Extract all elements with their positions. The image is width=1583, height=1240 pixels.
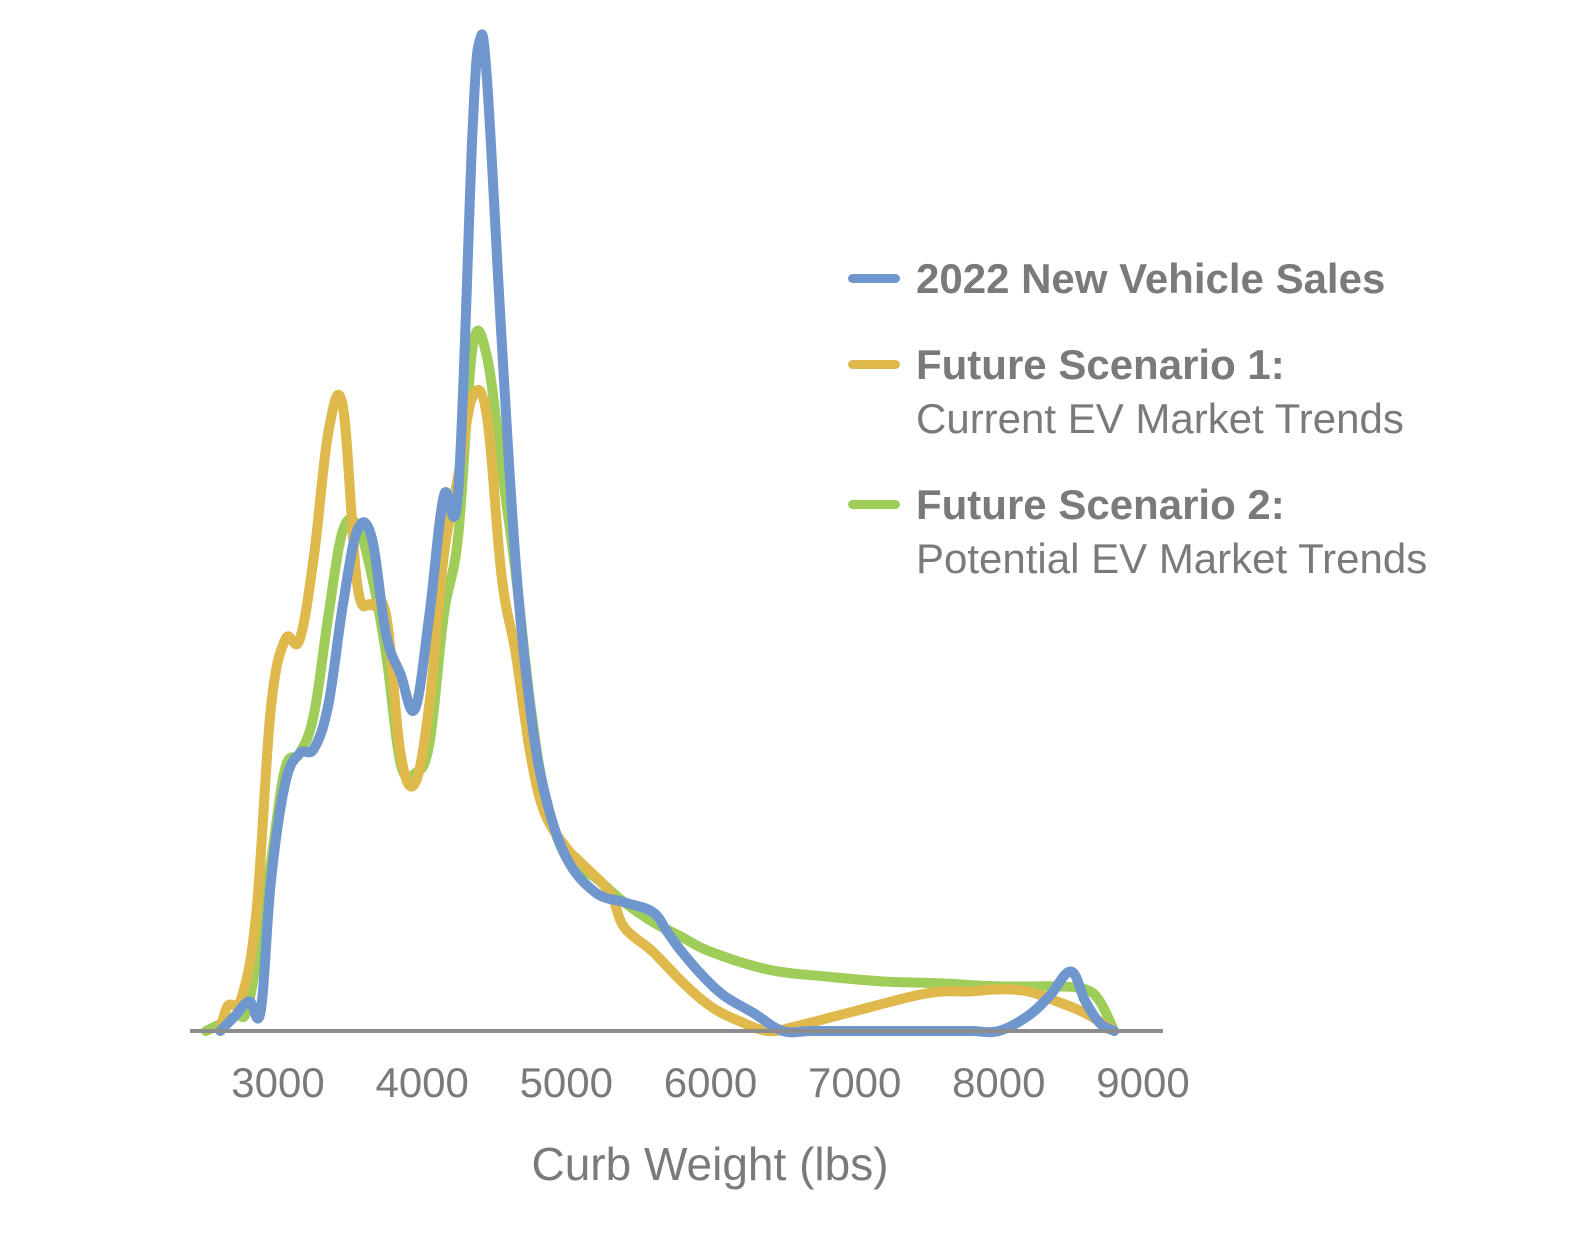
- x-tick-label: 9000: [1096, 1059, 1189, 1106]
- legend-swatch-green: [848, 500, 900, 509]
- x-tick-label: 4000: [375, 1059, 468, 1106]
- legend-sublabel: Current EV Market Trends: [916, 395, 1404, 442]
- series-line-scenario-2: [200, 325, 1120, 1036]
- x-tick-label: 7000: [808, 1059, 901, 1106]
- x-axis-title: Curb Weight (lbs): [531, 1138, 888, 1190]
- legend-item-scenario-1[interactable]: Future Scenario 1: Current EV Market Tre…: [848, 338, 1568, 446]
- legend-label: 2022 New Vehicle Sales: [916, 255, 1386, 302]
- legend-item-scenario-2[interactable]: Future Scenario 2: Potential EV Market T…: [848, 478, 1568, 586]
- series-line-scenario-1: [215, 384, 1120, 1037]
- x-tick-label: 5000: [520, 1059, 613, 1106]
- legend-sublabel: Potential EV Market Trends: [916, 535, 1428, 582]
- legend-swatch-blue: [848, 274, 900, 283]
- legend-label: Future Scenario 2:: [916, 481, 1285, 528]
- x-tick-label: 6000: [664, 1059, 757, 1106]
- legend-swatch-yellow: [848, 360, 900, 369]
- x-tick-label: 8000: [952, 1059, 1045, 1106]
- x-tick-label: 3000: [231, 1059, 324, 1106]
- legend-label: Future Scenario 1:: [916, 341, 1285, 388]
- x-tick-labels: 3000 4000 5000 6000 7000 8000 9000: [231, 1059, 1189, 1106]
- legend: 2022 New Vehicle Sales Future Scenario 1…: [848, 252, 1568, 618]
- legend-item-2022-sales[interactable]: 2022 New Vehicle Sales: [848, 252, 1568, 306]
